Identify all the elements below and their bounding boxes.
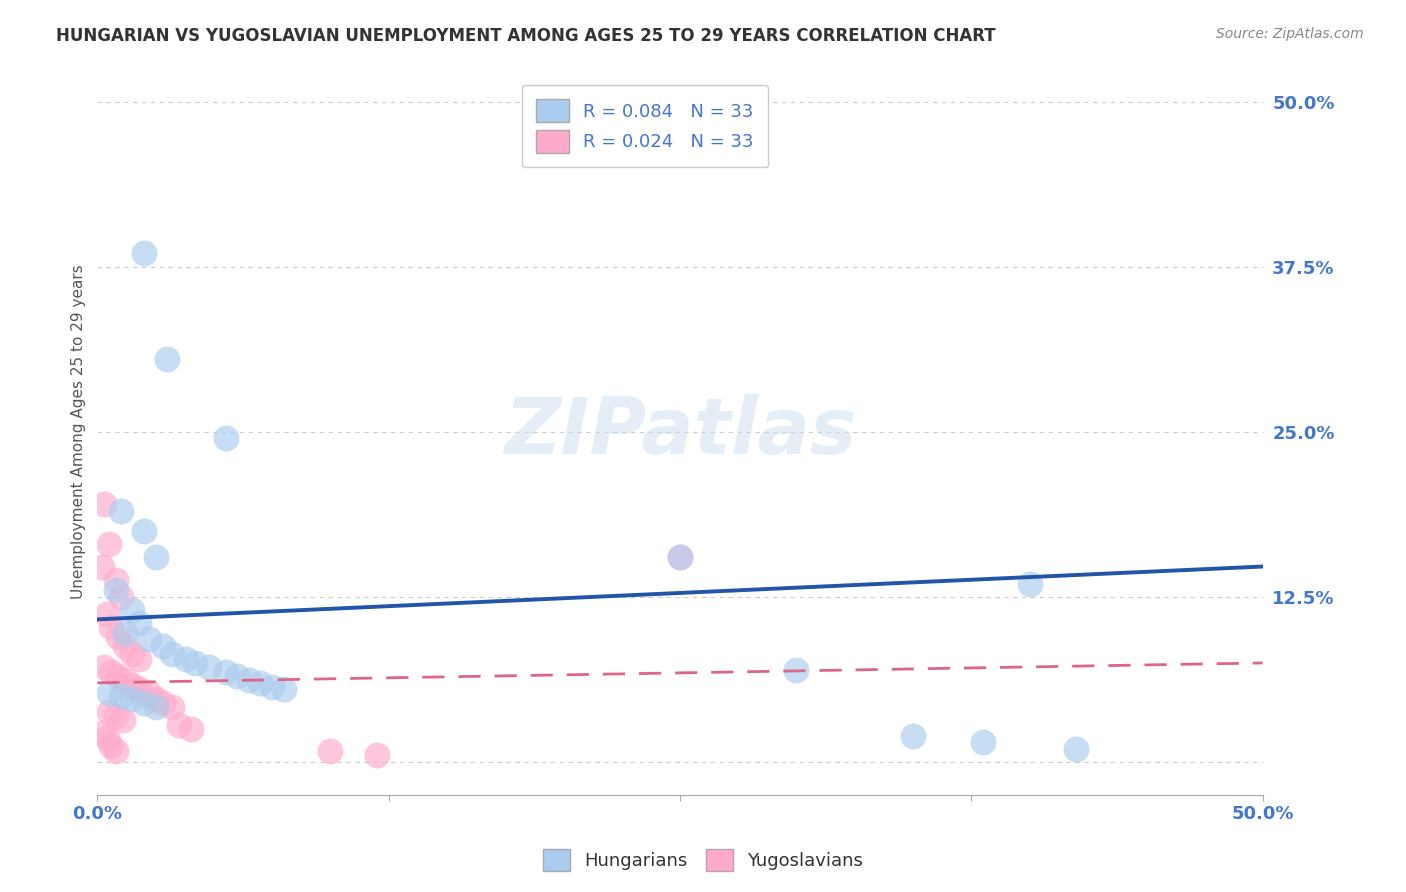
Point — [107, 669, 129, 683]
Point — [145, 691, 167, 706]
Point — [152, 639, 174, 653]
Point — [238, 673, 260, 687]
Point — [128, 652, 150, 666]
Point — [96, 731, 118, 746]
Point — [114, 639, 136, 653]
Point — [273, 682, 295, 697]
Point — [226, 669, 249, 683]
Point — [104, 744, 127, 758]
Point — [145, 550, 167, 565]
Point — [366, 748, 388, 763]
Point — [104, 583, 127, 598]
Point — [138, 632, 160, 647]
Point — [91, 726, 114, 740]
Point — [132, 246, 155, 260]
Point — [100, 665, 122, 680]
Point — [167, 718, 190, 732]
Point — [100, 739, 122, 754]
Point — [114, 625, 136, 640]
Point — [160, 647, 183, 661]
Point — [121, 603, 143, 617]
Point — [93, 660, 115, 674]
Point — [104, 708, 127, 723]
Point — [156, 352, 179, 367]
Point — [198, 660, 221, 674]
Point — [262, 680, 284, 694]
Point — [901, 729, 924, 743]
Point — [145, 699, 167, 714]
Point — [111, 713, 134, 727]
Point — [319, 744, 342, 758]
Point — [184, 656, 207, 670]
Point — [1018, 576, 1040, 591]
Point — [160, 699, 183, 714]
Text: HUNGARIAN VS YUGOSLAVIAN UNEMPLOYMENT AMONG AGES 25 TO 29 YEARS CORRELATION CHAR: HUNGARIAN VS YUGOSLAVIAN UNEMPLOYMENT AM… — [56, 27, 995, 45]
Legend: R = 0.084   N = 33, R = 0.024   N = 33: R = 0.084 N = 33, R = 0.024 N = 33 — [522, 85, 768, 168]
Point — [128, 682, 150, 697]
Point — [98, 537, 121, 551]
Point — [128, 616, 150, 631]
Point — [138, 686, 160, 700]
Point — [121, 647, 143, 661]
Point — [98, 686, 121, 700]
Point — [152, 696, 174, 710]
Point — [972, 735, 994, 749]
Point — [100, 620, 122, 634]
Point — [121, 691, 143, 706]
Point — [669, 550, 692, 565]
Point — [1064, 741, 1087, 756]
Point — [110, 590, 132, 604]
Point — [785, 663, 807, 677]
Point — [104, 573, 127, 587]
Point — [249, 675, 271, 690]
Point — [98, 705, 121, 719]
Point — [214, 431, 236, 445]
Text: Source: ZipAtlas.com: Source: ZipAtlas.com — [1216, 27, 1364, 41]
Point — [96, 607, 118, 621]
Point — [93, 498, 115, 512]
Point — [132, 524, 155, 538]
Point — [114, 673, 136, 687]
Point — [110, 504, 132, 518]
Point — [180, 722, 202, 736]
Point — [121, 678, 143, 692]
Point — [107, 630, 129, 644]
Point — [174, 652, 197, 666]
Point — [132, 696, 155, 710]
Point — [669, 550, 692, 565]
Point — [110, 689, 132, 703]
Point — [214, 665, 236, 680]
Legend: Hungarians, Yugoslavians: Hungarians, Yugoslavians — [536, 842, 870, 879]
Y-axis label: Unemployment Among Ages 25 to 29 years: Unemployment Among Ages 25 to 29 years — [72, 264, 86, 599]
Point — [91, 559, 114, 574]
Text: ZIPatlas: ZIPatlas — [503, 393, 856, 470]
